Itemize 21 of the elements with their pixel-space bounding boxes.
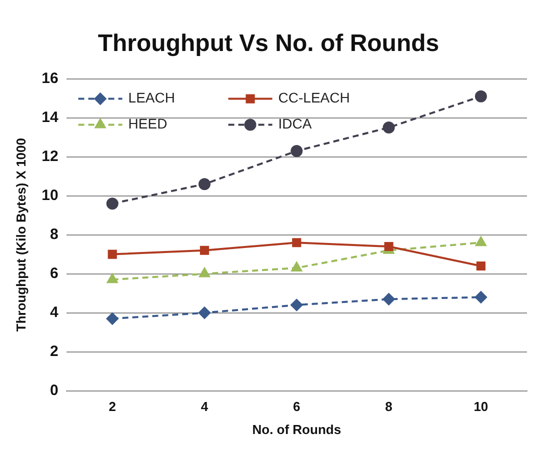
x-tick-label: 2 [108,399,116,414]
y-tick-label: 6 [50,264,58,282]
x-tick-label: 8 [385,399,392,414]
y-tick-label: 10 [42,186,58,204]
x-tick-label: 6 [293,399,300,414]
chart-title: Throughput Vs No. of Rounds [98,30,440,58]
y-tick-label: 14 [42,108,59,126]
x-axis-title: No. of Rounds [252,422,342,437]
x-tick-label: 4 [200,399,209,414]
y-tick-label: 2 [50,342,58,360]
legend-label: HEED [128,116,168,132]
legend-label: CC-LEACH [278,90,350,106]
y-tick-label: 12 [42,148,58,165]
y-tick-label: 8 [50,226,58,243]
legend-label: LEACH [128,90,175,106]
y-tick-label: 16 [42,70,58,87]
y-tick-label: 4 [50,304,59,321]
y-tick-label: 0 [50,382,58,399]
x-tick-label: 10 [474,399,488,414]
y-axis-title: Throughput (Kilo Bytes) X 1000 [13,138,28,332]
legend-label: IDCA [278,116,312,132]
